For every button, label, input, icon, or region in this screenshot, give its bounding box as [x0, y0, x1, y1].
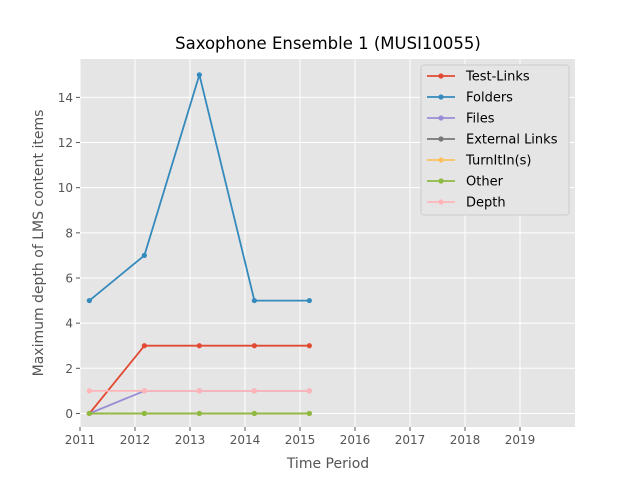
legend-label: Test-Links	[465, 70, 530, 85]
data-point-other	[251, 410, 257, 417]
chart-title: Saxophone Ensemble 1 (MUSI10055)	[175, 34, 481, 53]
y-tick-label: 4	[65, 317, 73, 331]
legend-item-turnitin-s: TurnItIn(s)	[427, 154, 531, 169]
x-tick-label: 2015	[285, 433, 316, 447]
data-point-other	[306, 410, 312, 417]
x-tick-label: 2017	[395, 433, 426, 447]
legend-marker	[438, 115, 444, 121]
x-tick-label: 2014	[230, 433, 261, 447]
series-other	[86, 410, 312, 417]
x-axis-ticks: 2011 2012 2013 2014 2015 2016 2017 2018 2019	[65, 427, 536, 447]
data-point-depth	[141, 388, 147, 394]
data-point-test-links	[196, 343, 202, 349]
legend-marker	[438, 178, 444, 184]
data-point-other	[196, 410, 202, 417]
y-tick-label: 10	[58, 181, 73, 195]
x-tick-label: 2013	[175, 433, 206, 447]
data-point-folders	[306, 297, 312, 304]
legend-item-other: Other	[427, 175, 504, 190]
legend-item-external-links: External Links	[427, 133, 558, 148]
data-point-depth	[86, 388, 92, 394]
legend-label: Folders	[466, 91, 513, 106]
legend-item-files: Files	[427, 112, 495, 127]
x-tick-label: 2018	[450, 433, 481, 447]
series-layer	[86, 72, 312, 417]
legend-label: TurnItIn(s)	[465, 154, 531, 169]
y-tick-label: 12	[58, 136, 73, 150]
legend-marker	[438, 157, 444, 163]
legend-item-folders: Folders	[427, 91, 513, 106]
data-point-folders	[251, 297, 257, 304]
y-tick-label: 2	[65, 362, 73, 376]
data-point-depth	[251, 388, 257, 394]
data-point-folders	[196, 72, 202, 78]
series-folders	[86, 72, 312, 304]
legend-label: Depth	[466, 196, 506, 211]
data-point-other	[86, 410, 92, 417]
y-axis-ticks: 0 2 4 6 8 10 12 14	[58, 91, 80, 421]
series-depth	[86, 388, 312, 394]
data-point-depth	[196, 388, 202, 394]
y-tick-label: 8	[65, 226, 73, 240]
y-tick-label: 0	[65, 407, 73, 421]
data-point-depth	[306, 388, 312, 394]
legend-marker	[438, 136, 444, 142]
data-point-test-links	[251, 343, 257, 349]
y-axis-label: Maximum depth of LMS content items	[31, 110, 47, 377]
legend-label: External Links	[466, 133, 558, 148]
x-tick-label: 2012	[120, 433, 151, 447]
legend-marker	[438, 73, 444, 79]
x-axis-label: Time Period	[286, 456, 369, 472]
legend-marker	[438, 94, 444, 100]
y-tick-label: 14	[58, 91, 73, 105]
data-point-folders	[141, 252, 147, 259]
data-point-test-links	[141, 343, 147, 349]
legend-marker	[438, 199, 444, 205]
y-tick-label: 6	[65, 271, 73, 285]
x-tick-label: 2011	[65, 433, 96, 447]
legend-item-depth: Depth	[427, 196, 506, 211]
legend-label: Other	[466, 175, 504, 190]
legend-label: Files	[466, 112, 495, 127]
legend-item-test-links: Test-Links	[427, 70, 530, 85]
data-point-test-links	[306, 343, 312, 349]
data-point-folders	[86, 297, 92, 304]
x-tick-label: 2019	[505, 433, 536, 447]
x-tick-label: 2016	[340, 433, 371, 447]
data-point-other	[141, 410, 147, 417]
legend: Test-Links Folders Files External Links Turn…	[420, 64, 570, 216]
legend-frame	[420, 64, 570, 216]
